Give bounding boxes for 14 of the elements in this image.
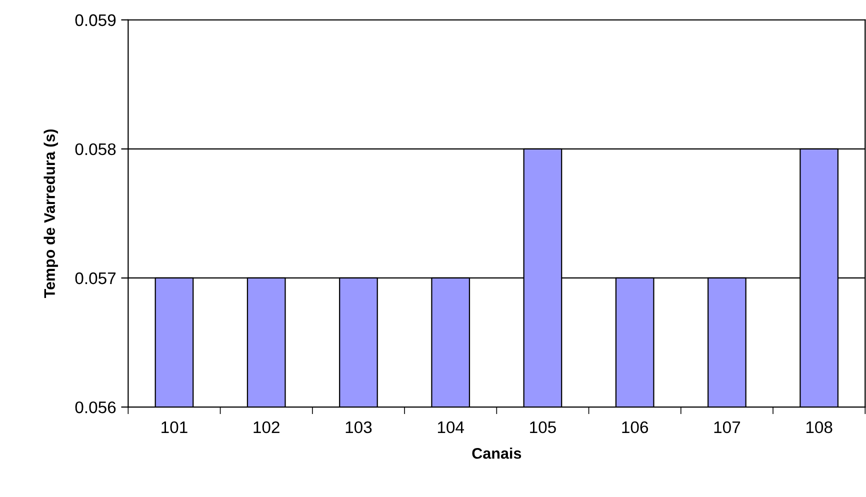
- x-tick-label: 105: [530, 421, 556, 434]
- y-tick-label: 0.058: [75, 143, 116, 156]
- x-tick-label: 107: [714, 421, 740, 434]
- x-tick-label: 102: [254, 421, 280, 434]
- x-tick-label: 108: [806, 421, 832, 434]
- x-tick-label: 104: [438, 421, 464, 434]
- y-tick-label: 0.056: [75, 401, 116, 414]
- x-tick-label: 106: [622, 421, 648, 434]
- y-tick-label: 0.059: [75, 14, 116, 26]
- x-axis-title: Canais: [472, 448, 522, 459]
- y-tick-label: 0.057: [75, 272, 116, 284]
- y-axis-title: Tempo de Varredura (s): [44, 129, 58, 298]
- x-tick-label: 101: [162, 421, 188, 434]
- x-tick-label: 103: [346, 421, 372, 434]
